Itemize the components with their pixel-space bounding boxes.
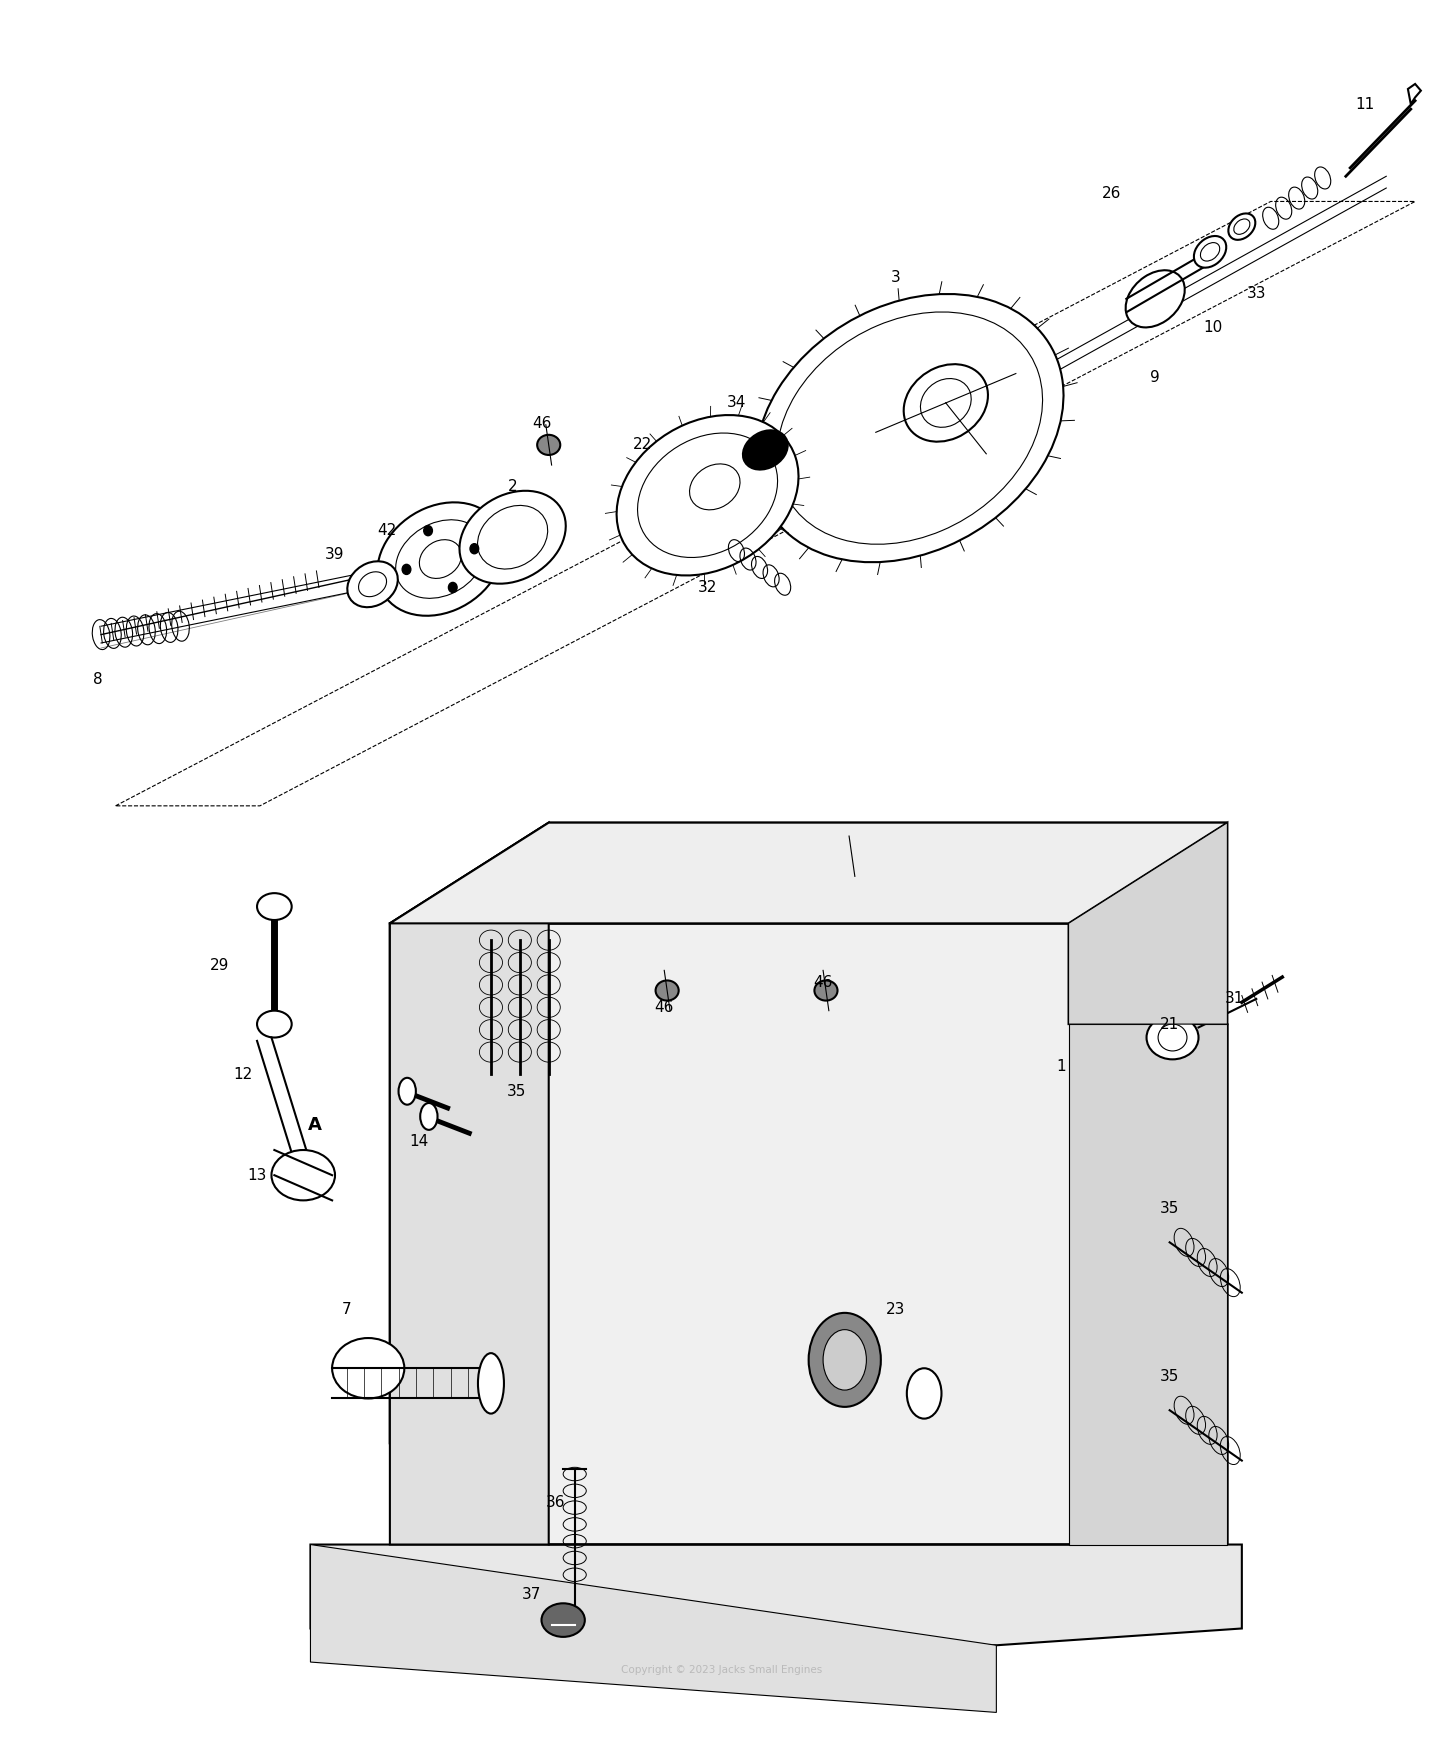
Text: 2: 2 <box>508 480 517 494</box>
Ellipse shape <box>840 847 864 866</box>
Text: 37: 37 <box>521 1587 542 1603</box>
Text: 31: 31 <box>1225 992 1245 1006</box>
Text: 46: 46 <box>813 974 833 990</box>
Text: A: A <box>308 1116 322 1133</box>
Polygon shape <box>390 822 1227 924</box>
Text: 22: 22 <box>632 438 653 452</box>
Ellipse shape <box>744 430 787 470</box>
Text: 23: 23 <box>885 1303 905 1316</box>
Text: 35: 35 <box>1160 1369 1180 1385</box>
Text: 8: 8 <box>94 672 103 688</box>
Polygon shape <box>310 1545 996 1713</box>
Text: 3: 3 <box>891 269 900 285</box>
Circle shape <box>423 526 432 536</box>
Ellipse shape <box>904 365 988 442</box>
Ellipse shape <box>823 1330 866 1390</box>
Ellipse shape <box>537 435 560 456</box>
Polygon shape <box>310 1545 1242 1645</box>
Text: 26: 26 <box>1102 185 1122 201</box>
Text: 11: 11 <box>1354 96 1375 112</box>
Text: 36: 36 <box>546 1495 566 1510</box>
Ellipse shape <box>907 1369 941 1418</box>
Polygon shape <box>1069 822 1227 1025</box>
Text: 33: 33 <box>1246 286 1266 302</box>
Polygon shape <box>1408 84 1421 105</box>
Text: 34: 34 <box>726 395 747 410</box>
Ellipse shape <box>257 1011 292 1037</box>
Text: 21: 21 <box>1160 1016 1180 1032</box>
Text: 35: 35 <box>507 1084 527 1098</box>
Ellipse shape <box>257 894 292 920</box>
Polygon shape <box>390 924 1227 1545</box>
Polygon shape <box>390 822 1227 924</box>
Circle shape <box>403 564 412 574</box>
Text: 35: 35 <box>1160 1201 1180 1217</box>
Text: Copyright © 2023 Jacks Small Engines: Copyright © 2023 Jacks Small Engines <box>621 1666 823 1676</box>
Ellipse shape <box>755 293 1064 562</box>
Text: 13: 13 <box>247 1168 267 1182</box>
Ellipse shape <box>1194 236 1226 267</box>
Ellipse shape <box>377 503 504 616</box>
Ellipse shape <box>542 1603 585 1636</box>
Ellipse shape <box>271 1151 335 1201</box>
Text: 7: 7 <box>342 1303 351 1316</box>
Text: 29: 29 <box>209 959 230 973</box>
Ellipse shape <box>617 416 799 576</box>
Ellipse shape <box>332 1337 404 1399</box>
Ellipse shape <box>656 981 679 1000</box>
Text: 42: 42 <box>377 524 397 538</box>
Ellipse shape <box>1126 271 1184 328</box>
Text: 46: 46 <box>654 1000 674 1014</box>
Ellipse shape <box>809 1313 881 1407</box>
Circle shape <box>469 543 478 553</box>
Ellipse shape <box>459 491 566 583</box>
Text: 12: 12 <box>232 1067 253 1083</box>
Ellipse shape <box>1147 1016 1199 1060</box>
Ellipse shape <box>348 560 397 608</box>
Text: 1: 1 <box>1057 1058 1066 1074</box>
Ellipse shape <box>420 1103 438 1130</box>
Text: 39: 39 <box>325 546 345 562</box>
Ellipse shape <box>1229 213 1255 239</box>
Circle shape <box>449 583 458 592</box>
Ellipse shape <box>814 981 838 1000</box>
Text: 14: 14 <box>409 1135 429 1149</box>
Text: 10: 10 <box>1203 320 1223 335</box>
Polygon shape <box>1069 1025 1227 1545</box>
Text: Jacks©
SMALL ENGINES: Jacks© SMALL ENGINES <box>695 850 807 878</box>
Ellipse shape <box>399 1077 416 1105</box>
Ellipse shape <box>478 1353 504 1414</box>
Polygon shape <box>390 822 549 1545</box>
Text: 32: 32 <box>697 580 718 595</box>
Polygon shape <box>1069 822 1227 1025</box>
Text: 46: 46 <box>531 416 552 431</box>
Text: 9: 9 <box>1151 370 1160 386</box>
